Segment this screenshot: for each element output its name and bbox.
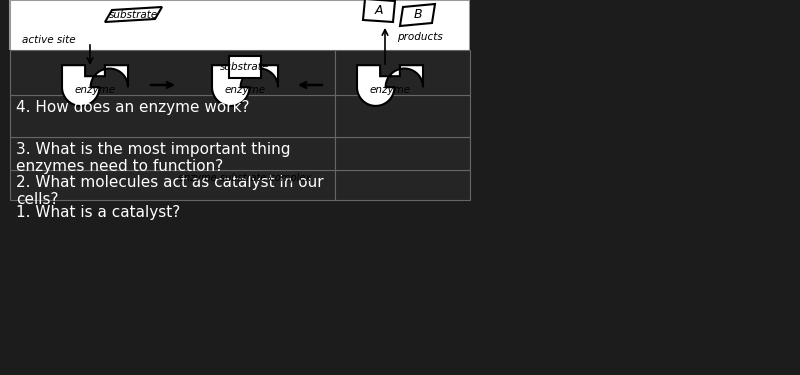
Text: substrate: substrate [220,62,270,72]
Text: 2. What molecules act as catalyst in our
cells?: 2. What molecules act as catalyst in our… [16,175,324,207]
Text: active site: active site [22,35,76,45]
Text: 1. What is a catalyst?: 1. What is a catalyst? [16,205,180,220]
Bar [335,50,470,95]
Bar [10,137,335,170]
Text: enzyme: enzyme [370,85,410,95]
Bar [335,95,470,137]
Bar [335,137,470,170]
Polygon shape [400,4,435,26]
Text: 3. What is the most important thing
enzymes need to function?: 3. What is the most important thing enzy… [16,142,290,174]
Text: 4. How does an enzyme work?: 4. How does an enzyme work? [16,100,250,115]
Polygon shape [212,65,278,106]
Text: B: B [413,9,422,21]
Polygon shape [62,65,128,106]
Bar [10,95,335,137]
Text: products: products [397,32,443,42]
Text: A: A [374,4,383,17]
Text: enzyme: enzyme [225,85,266,95]
Polygon shape [363,0,395,22]
Text: enzyme-substrate complex: enzyme-substrate complex [178,173,311,183]
Bar [10,170,335,200]
Text: substrate: substrate [109,9,158,20]
Bar [229,56,261,78]
Text: enzyme: enzyme [74,85,115,95]
Bar [10,0,470,200]
Polygon shape [357,65,423,106]
Bar [470,0,800,375]
Bar [0,50,470,375]
Polygon shape [105,7,162,22]
Bar [335,170,470,200]
Bar [10,50,335,95]
